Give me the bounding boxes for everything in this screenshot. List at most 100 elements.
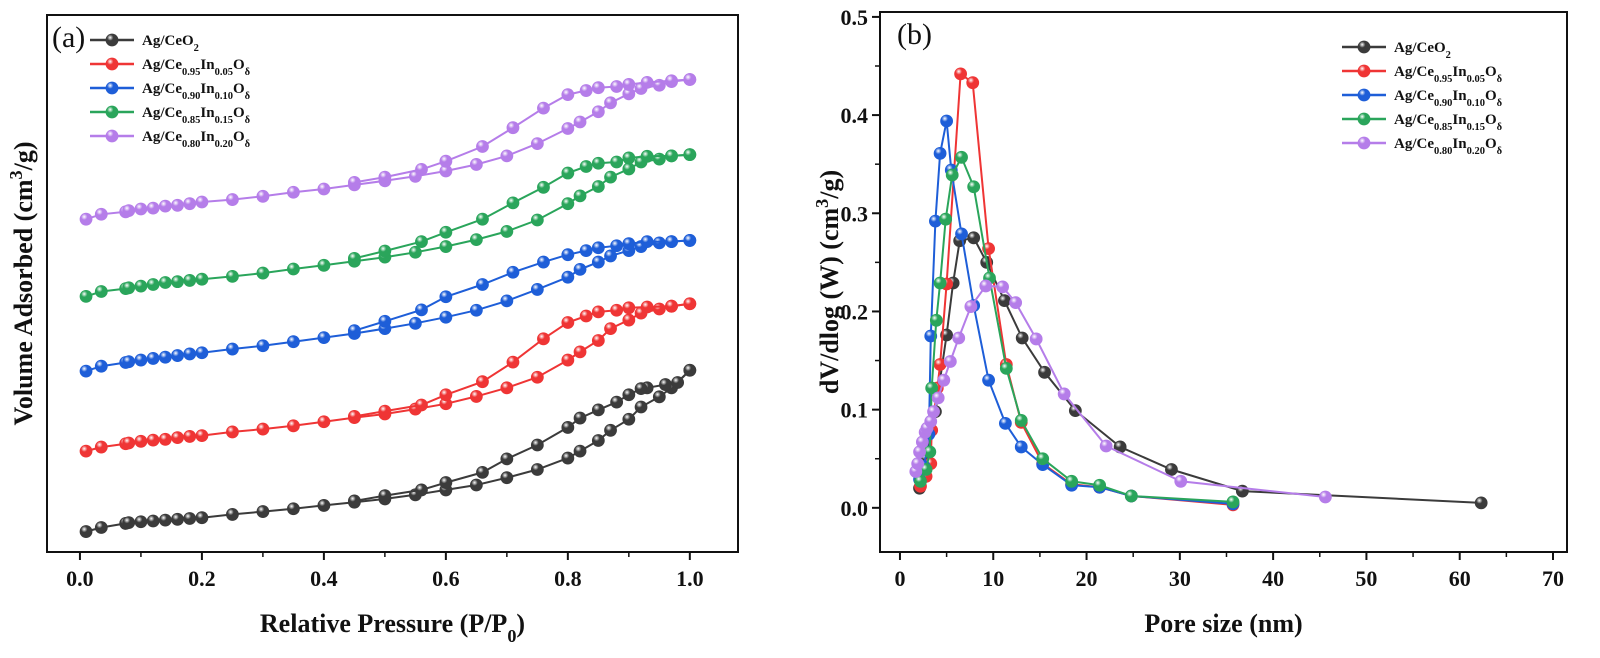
legend-marker (105, 33, 119, 47)
series-2-point (933, 146, 947, 160)
series-2-point (955, 227, 968, 241)
series-4-desorption-point (640, 75, 654, 89)
series-3-desorption-point (476, 212, 489, 226)
text-run: In (1452, 88, 1467, 104)
series-1-desorption-line (354, 302, 690, 418)
x-tick-label: 70 (1542, 566, 1564, 591)
series-0-adsorption-point (134, 515, 148, 529)
text-run: Ag/Ce (1394, 136, 1434, 152)
series-1-adsorption-point (146, 433, 160, 447)
series-0-point (1165, 463, 1178, 476)
script-text: 0.15 (215, 115, 233, 126)
series-0-adsorption-point (317, 499, 331, 512)
series-2-adsorption-point (146, 352, 160, 365)
series-0-point (998, 294, 1011, 308)
series-1-adsorption-point (604, 322, 617, 336)
series-3-point (939, 212, 953, 226)
series-4-desorption-point (561, 88, 575, 102)
series-2-adsorption-point (317, 331, 331, 345)
series-2-desorption-point (537, 255, 550, 269)
series-0-adsorption-point (652, 390, 666, 404)
series-4-desorption-point (506, 121, 520, 135)
series-1-adsorption-point (500, 381, 514, 395)
series-3-point (933, 276, 947, 290)
series-4-point (1174, 474, 1188, 488)
series-3-point (929, 313, 943, 327)
text-run: In (200, 57, 215, 73)
series-4-point (1009, 296, 1023, 310)
text-run: /g) (9, 141, 38, 171)
text-run: In (200, 105, 215, 121)
series-4-adsorption-point (317, 182, 331, 196)
series-3-desorption-point (506, 196, 520, 210)
series-4-adsorption-point (183, 197, 197, 211)
series-2-point (924, 329, 938, 343)
series-4-desorption-point (665, 74, 678, 88)
script-text: 0.80 (182, 139, 200, 150)
series-1-adsorption-point (591, 334, 605, 347)
series-1-desorption-point (537, 332, 550, 346)
series-3-point (1014, 414, 1028, 427)
series-2-adsorption-point (171, 349, 184, 362)
x-tick-label: 20 (1076, 566, 1098, 591)
y-tick-label: 0.4 (841, 103, 869, 128)
series-2-adsorption-point (408, 316, 422, 330)
series-4-adsorption-point (500, 149, 514, 163)
script-text: 0.15 (1467, 122, 1485, 133)
series-1-desorption-point (561, 316, 575, 329)
series-0-adsorption-point (226, 508, 239, 521)
series-4-adsorption-point (134, 202, 148, 216)
series-4-point (952, 331, 966, 345)
series-1-desorption-point (378, 404, 392, 418)
series-0-adsorption-point (158, 513, 172, 527)
series-3-adsorption-point (469, 233, 483, 247)
series-2-desorption-point (378, 314, 392, 328)
series-2-adsorption-point (530, 283, 544, 296)
series-2-adsorption-point (439, 310, 453, 324)
series-4-point (996, 280, 1009, 294)
series-4-adsorption-point (591, 105, 605, 119)
script-text: 0.20 (215, 139, 233, 150)
series-2-adsorption-point (500, 294, 514, 308)
series-4-adsorption-point (604, 96, 617, 110)
text-run: Ag/Ce (142, 129, 182, 145)
text-run: O (1485, 112, 1497, 128)
series-1-adsorption-point (171, 431, 184, 445)
series-4-adsorption-point (286, 185, 300, 199)
series-1-adsorption-point (122, 436, 136, 450)
script-text: 0.10 (1467, 98, 1485, 109)
series-0-adsorption-point (94, 521, 108, 534)
series-1-desorption-point (591, 305, 605, 319)
y-tick-label: 0.5 (841, 5, 869, 30)
series-0-desorption-point (671, 376, 685, 389)
script-text: 2 (1446, 50, 1451, 61)
series-3-adsorption-point (591, 180, 605, 193)
text-run: O (1485, 88, 1497, 104)
series-3-desorption-point (378, 244, 392, 258)
legend-label: Ag/Ce0.90In0.10Oδ (142, 81, 251, 102)
series-4-adsorption-point (122, 204, 136, 218)
series-0-adsorption-point (591, 434, 605, 447)
text-run: Ag/CeO (1394, 40, 1446, 56)
series-2-adsorption-point (573, 263, 587, 276)
series-4-desorption-point (439, 154, 453, 168)
series-1-adsorption-point (256, 422, 270, 436)
series-0-point (967, 231, 981, 245)
series-4-adsorption-point (94, 207, 108, 221)
series-4-desorption-point (579, 84, 593, 97)
series-1-adsorption-point (94, 440, 108, 454)
text-run: O (233, 129, 245, 145)
script-text: 0.95 (182, 67, 200, 78)
series-3-desorption-point (537, 180, 550, 194)
script-text: 0.10 (215, 91, 233, 102)
series-4-adsorption-point (146, 201, 160, 215)
series-1-point (966, 76, 980, 90)
script-text: 3 (812, 199, 832, 208)
text-run: Ag/Ce (142, 57, 182, 73)
series-4-adsorption-point (171, 198, 184, 212)
legend-marker (105, 81, 119, 95)
series-3-point (955, 150, 968, 164)
series-4-desorption-point (622, 78, 636, 91)
series-3-adsorption-point (158, 276, 172, 289)
legend-label: Ag/Ce0.95In0.05Oδ (142, 57, 251, 78)
